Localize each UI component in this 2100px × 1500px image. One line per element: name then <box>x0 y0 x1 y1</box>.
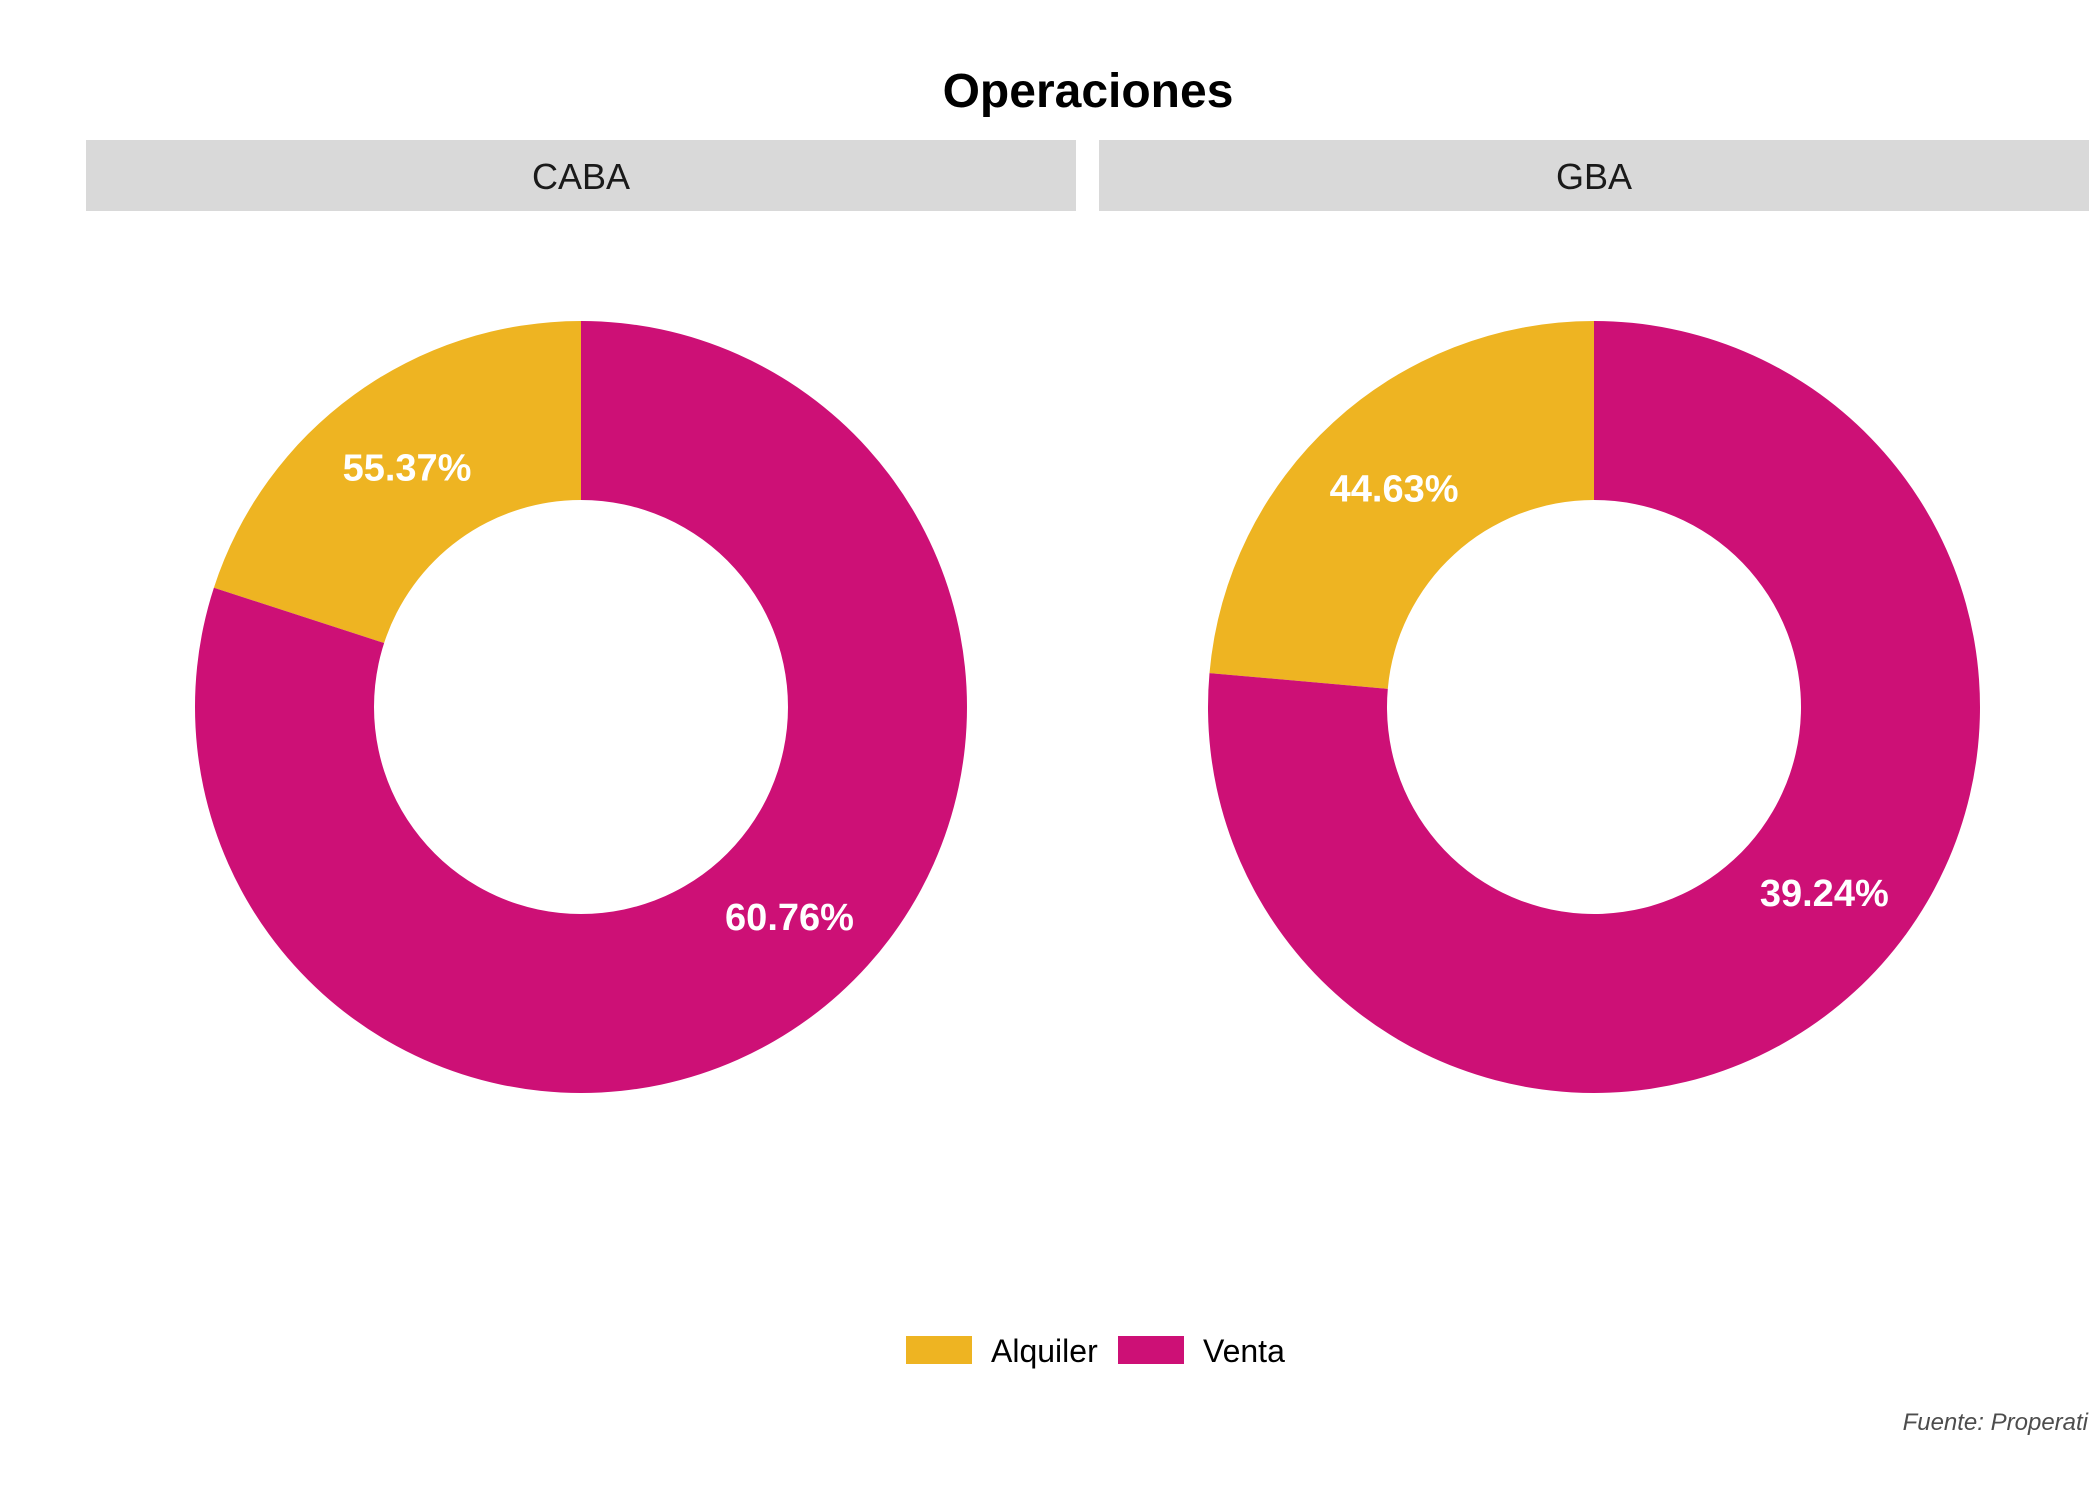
facet-label-caba: CABA <box>532 156 630 197</box>
facet-caba: CABA 55.37% 60.76% <box>86 140 1076 1094</box>
slice-caba-alquiler <box>213 321 581 644</box>
legend-key-venta <box>1118 1336 1184 1364</box>
caba-slices <box>195 321 967 1094</box>
legend-label-alquiler: Alquiler <box>991 1333 1098 1369</box>
legend-key-alquiler <box>906 1336 972 1364</box>
chart-title: Operaciones <box>943 65 1234 118</box>
slice-label-gba-venta: 39.24% <box>1760 873 1889 915</box>
legend: Alquiler Venta <box>906 1333 1285 1369</box>
slice-caba-venta <box>195 321 967 1094</box>
slice-label-gba-alquiler: 44.63% <box>1330 469 1459 511</box>
facet-strip-gba <box>1099 140 2089 211</box>
gba-slices <box>1208 321 1980 1093</box>
legend-label-venta: Venta <box>1203 1333 1285 1369</box>
slice-gba-venta <box>1208 321 1980 1093</box>
slice-label-caba-alquiler: 55.37% <box>343 448 472 490</box>
facet-gba: GBA 44.63% 39.24% <box>1099 140 2089 1093</box>
facet-strip-caba <box>86 140 1076 211</box>
chart-caption: Fuente: Properati <box>1903 1409 2089 1436</box>
slice-gba-alquiler <box>1209 321 1594 689</box>
slice-label-caba-venta: 60.76% <box>725 897 854 939</box>
facet-label-gba: GBA <box>1556 156 1632 197</box>
